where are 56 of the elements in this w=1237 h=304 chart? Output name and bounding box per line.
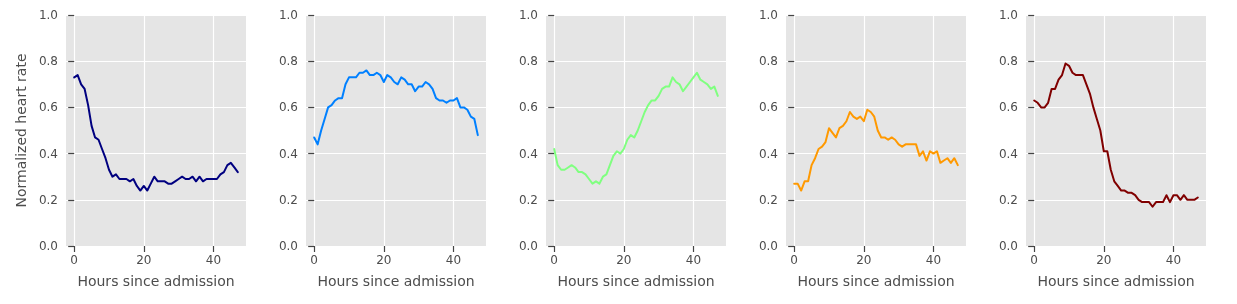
- y-tick-label: 0.0: [278, 239, 298, 253]
- x-tick-label: 40: [205, 253, 222, 267]
- y-tick-label: 0.8: [278, 54, 298, 69]
- y-tick-label: 0.6: [38, 100, 58, 115]
- x-tick-label: 40: [445, 253, 462, 267]
- x-tick-label: 0: [1030, 253, 1038, 267]
- y-tick-label: 0.4: [758, 146, 778, 161]
- y-tick-label: 0.4: [998, 146, 1018, 161]
- y-tick-label: 1.0: [758, 8, 778, 22]
- y-tick-label: 0.6: [278, 100, 298, 115]
- x-axis-title: Hours since admission: [797, 273, 955, 289]
- line-series: [313, 69, 479, 146]
- y-tick-label: 0.8: [998, 54, 1018, 69]
- y-tick-label: 0.4: [278, 146, 298, 161]
- x-tick-label: 0: [790, 253, 798, 267]
- y-tick-label: 0.4: [38, 146, 58, 161]
- x-axis-title: Hours since admission: [557, 273, 715, 289]
- x-tick-label: 40: [925, 253, 942, 267]
- y-tick-label: 0.8: [758, 54, 778, 69]
- y-tick-label: 0.4: [518, 146, 538, 161]
- y-tick-label: 0.2: [758, 192, 778, 207]
- y-tick-label: 0.6: [758, 100, 778, 115]
- x-axis-title: Hours since admission: [1037, 273, 1195, 289]
- line-series: [1033, 62, 1199, 208]
- x-tick-label: 0: [550, 253, 558, 267]
- y-axis-title: Normalized heart rate: [13, 53, 30, 208]
- x-tick-label: 20: [376, 253, 392, 267]
- line-series: [73, 74, 239, 192]
- x-axis-title: Hours since admission: [317, 273, 475, 289]
- line-series: [553, 71, 719, 185]
- y-tick-label: 1.0: [518, 8, 538, 22]
- y-tick-label: 0.0: [758, 239, 778, 253]
- x-axis-title: Hours since admission: [77, 273, 235, 289]
- y-tick-label: 0.6: [998, 100, 1018, 115]
- x-tick-label: 0: [310, 253, 318, 267]
- y-tick-label: 0.0: [998, 239, 1018, 253]
- x-tick-label: 20: [1096, 253, 1112, 267]
- y-tick-label: 0.8: [38, 54, 58, 69]
- x-tick-label: 20: [616, 253, 632, 267]
- y-tick-label: 1.0: [998, 8, 1018, 22]
- x-tick-label: 40: [685, 253, 702, 267]
- y-tick-label: 1.0: [38, 8, 58, 22]
- y-tick-label: 0.2: [278, 192, 298, 207]
- y-tick-label: 0.2: [38, 192, 58, 207]
- x-tick-label: 0: [70, 253, 78, 267]
- x-tick-label: 20: [136, 253, 152, 267]
- y-tick-label: 1.0: [278, 8, 298, 22]
- x-tick-label: 40: [1165, 253, 1182, 267]
- line-series: [793, 108, 959, 192]
- y-tick-label: 0.8: [518, 54, 538, 69]
- y-tick-label: 0.0: [518, 239, 538, 253]
- y-tick-label: 0.6: [518, 100, 538, 115]
- y-tick-label: 0.2: [518, 192, 538, 207]
- y-tick-label: 0.2: [998, 192, 1018, 207]
- y-tick-label: 0.0: [38, 239, 58, 253]
- x-tick-label: 20: [856, 253, 872, 267]
